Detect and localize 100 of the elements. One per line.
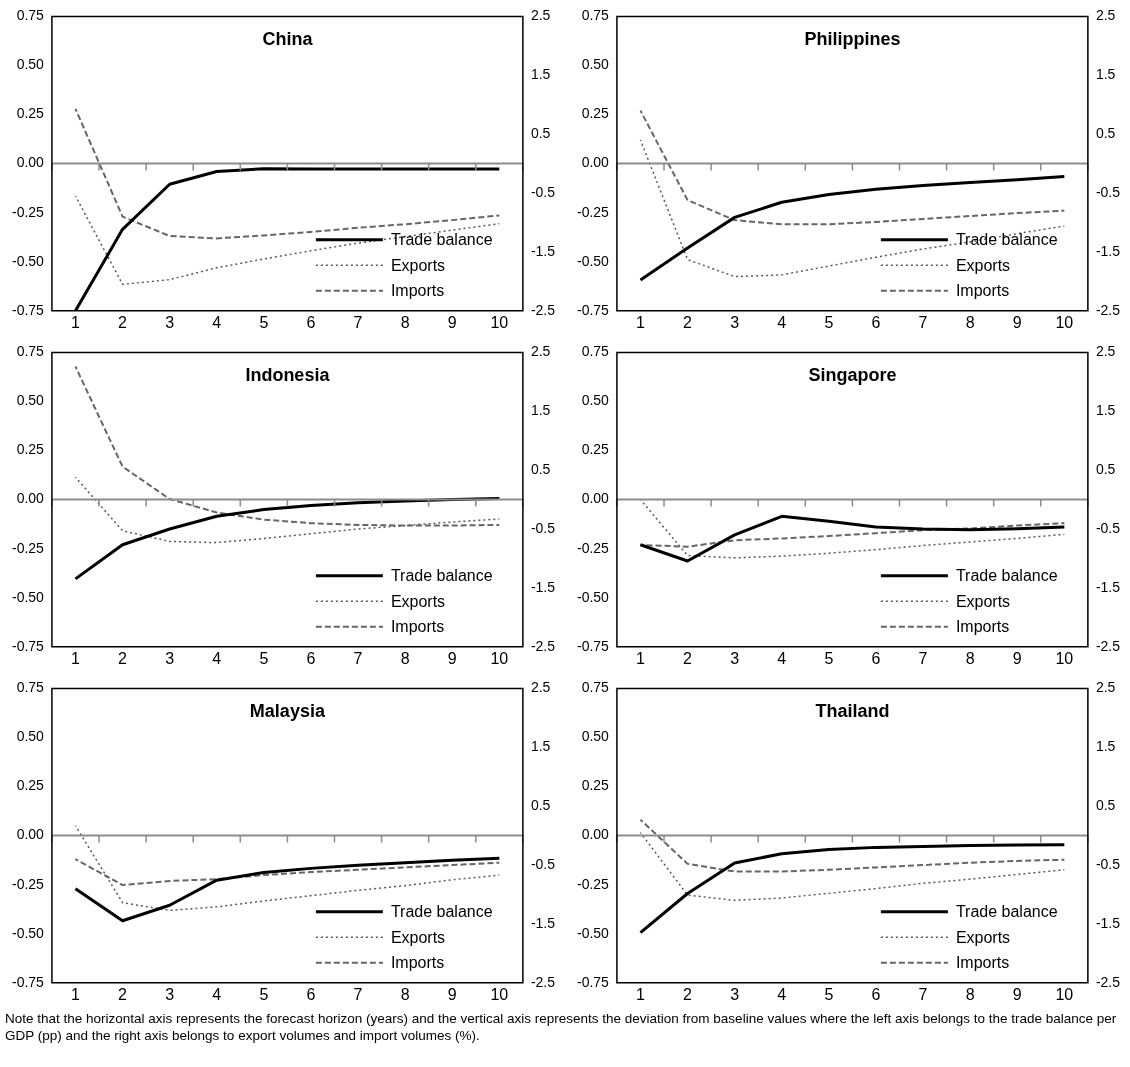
legend-label: Exports [390,256,446,274]
legend-label: Imports [955,282,1010,300]
y2-tick-label: 2.5 [530,679,551,696]
y-tick-label: 0.50 [581,56,610,73]
y2-tick-label: -0.5 [530,183,556,200]
y-tick-label: 0.75 [16,679,45,696]
y-tick-label: -0.25 [11,539,45,556]
x-tick-label: 5 [824,649,834,667]
x-tick-label: 3 [165,985,175,1003]
x-tick-label: 3 [730,313,740,331]
y-tick-label: -0.75 [11,301,45,318]
line-series [74,858,501,887]
legend-label: Trade balance [390,231,493,249]
y-tick-label: -0.25 [576,203,610,220]
y2-tick-label: 2.5 [1095,7,1116,24]
x-tick-label: 3 [165,649,175,667]
x-tick-label: 7 [918,313,928,331]
legend-label: Trade balance [390,903,493,921]
legend-label: Imports [390,282,445,300]
y2-tick-label: -2.5 [530,973,556,990]
text: Note that the horizontal axis represents the forecast horizon (years) and the vertical axis represents the deviation from baseline values where the left axis belongs to the trade balance per GDP (pp) and the right axis belongs to export volumes and import volumes (%). [5,1010,1118,1044]
y2-tick-label: -0.5 [530,855,556,872]
x-tick-label: 5 [824,313,834,331]
x-tick-label: 3 [165,313,175,331]
y-tick-label: -0.50 [576,252,610,269]
x-tick-label: 1 [636,985,646,1003]
x-tick-label: 7 [918,649,928,667]
y2-tick-label: 0.5 [1095,797,1116,814]
legend-label: Imports [955,618,1010,636]
y-tick-label: -0.75 [11,637,45,654]
y-tick-label: 0.25 [581,441,610,458]
x-tick-label: 8 [400,985,410,1003]
x-tick-label: 4 [212,649,222,667]
y-tick-label: -0.50 [11,924,45,941]
x-tick-label: 6 [306,313,316,331]
y-tick-label: 0.25 [581,105,610,122]
y-tick-label: 0.00 [581,154,610,171]
legend-label: Exports [955,928,1011,946]
legend-label: Trade balance [390,567,493,585]
y-tick-label: 0.00 [581,826,610,843]
x-tick-label: 10 [490,985,509,1003]
y-tick-label: 0.50 [16,728,45,745]
y2-tick-label: 1.5 [1095,66,1116,83]
x-tick-label: 2 [683,313,693,331]
x-tick-label: 8 [965,985,975,1003]
x-tick-label: 9 [447,985,457,1003]
y2-tick-label: 1.5 [530,738,551,755]
line-series [639,139,1066,278]
y-tick-label: 0.50 [16,392,45,409]
y-tick-label: -0.75 [576,637,610,654]
y-tick-label: 0.00 [16,826,45,843]
y-tick-label: -0.75 [576,973,610,990]
x-tick-label: 8 [965,313,975,331]
y2-tick-label: 0.5 [1095,125,1116,142]
legend-label: Trade balance [955,567,1058,585]
legend-label: Trade balance [955,231,1058,249]
x-tick-label: 7 [353,649,363,667]
legend-label: Trade balance [955,903,1058,921]
y2-tick-label: -1.5 [1095,578,1121,595]
y2-tick-label: -2.5 [530,637,556,654]
x-tick-label: 2 [118,985,128,1003]
x-tick-label: 5 [259,649,269,667]
x-tick-label: 1 [71,649,81,667]
x-tick-label: 6 [871,313,881,331]
y2-tick-label: 1.5 [1095,738,1116,755]
y2-tick-label: 1.5 [530,66,551,83]
y-tick-label: 0.25 [16,441,45,458]
y2-tick-label: -1.5 [530,578,556,595]
y2-tick-label: -1.5 [1095,914,1121,931]
legend-label: Exports [390,928,446,946]
y-tick-label: 0.75 [581,343,610,360]
x-tick-label: 4 [777,313,787,331]
x-tick-label: 9 [447,313,457,331]
x-tick-label: 10 [1055,985,1074,1003]
y-tick-label: 0.00 [16,154,45,171]
x-tick-label: 7 [918,985,928,1003]
x-tick-label: 5 [259,313,269,331]
legend-label: Imports [955,954,1010,972]
y-tick-label: 0.25 [16,777,45,794]
y2-tick-label: -0.5 [1095,183,1121,200]
legend-label: Imports [390,618,445,636]
x-tick-label: 10 [1055,313,1074,331]
y2-tick-label: -2.5 [530,301,556,318]
line-series [639,818,1066,873]
x-tick-label: 1 [636,649,646,667]
x-tick-label: 9 [1012,649,1022,667]
y-tick-label: 0.75 [16,7,45,24]
x-tick-label: 8 [965,649,975,667]
y2-tick-label: 0.5 [530,125,551,142]
x-tick-label: 8 [400,313,410,331]
y2-tick-label: -1.5 [530,242,556,259]
x-tick-label: 4 [212,985,222,1003]
legend-label: Exports [955,256,1011,274]
y-tick-label: -0.25 [11,203,45,220]
x-tick-label: 2 [683,649,693,667]
x-tick-label: 10 [490,649,509,667]
y2-tick-label: -2.5 [1095,637,1121,654]
legend-label: Exports [955,592,1011,610]
x-tick-label: 6 [306,649,316,667]
y2-tick-label: -2.5 [1095,973,1121,990]
